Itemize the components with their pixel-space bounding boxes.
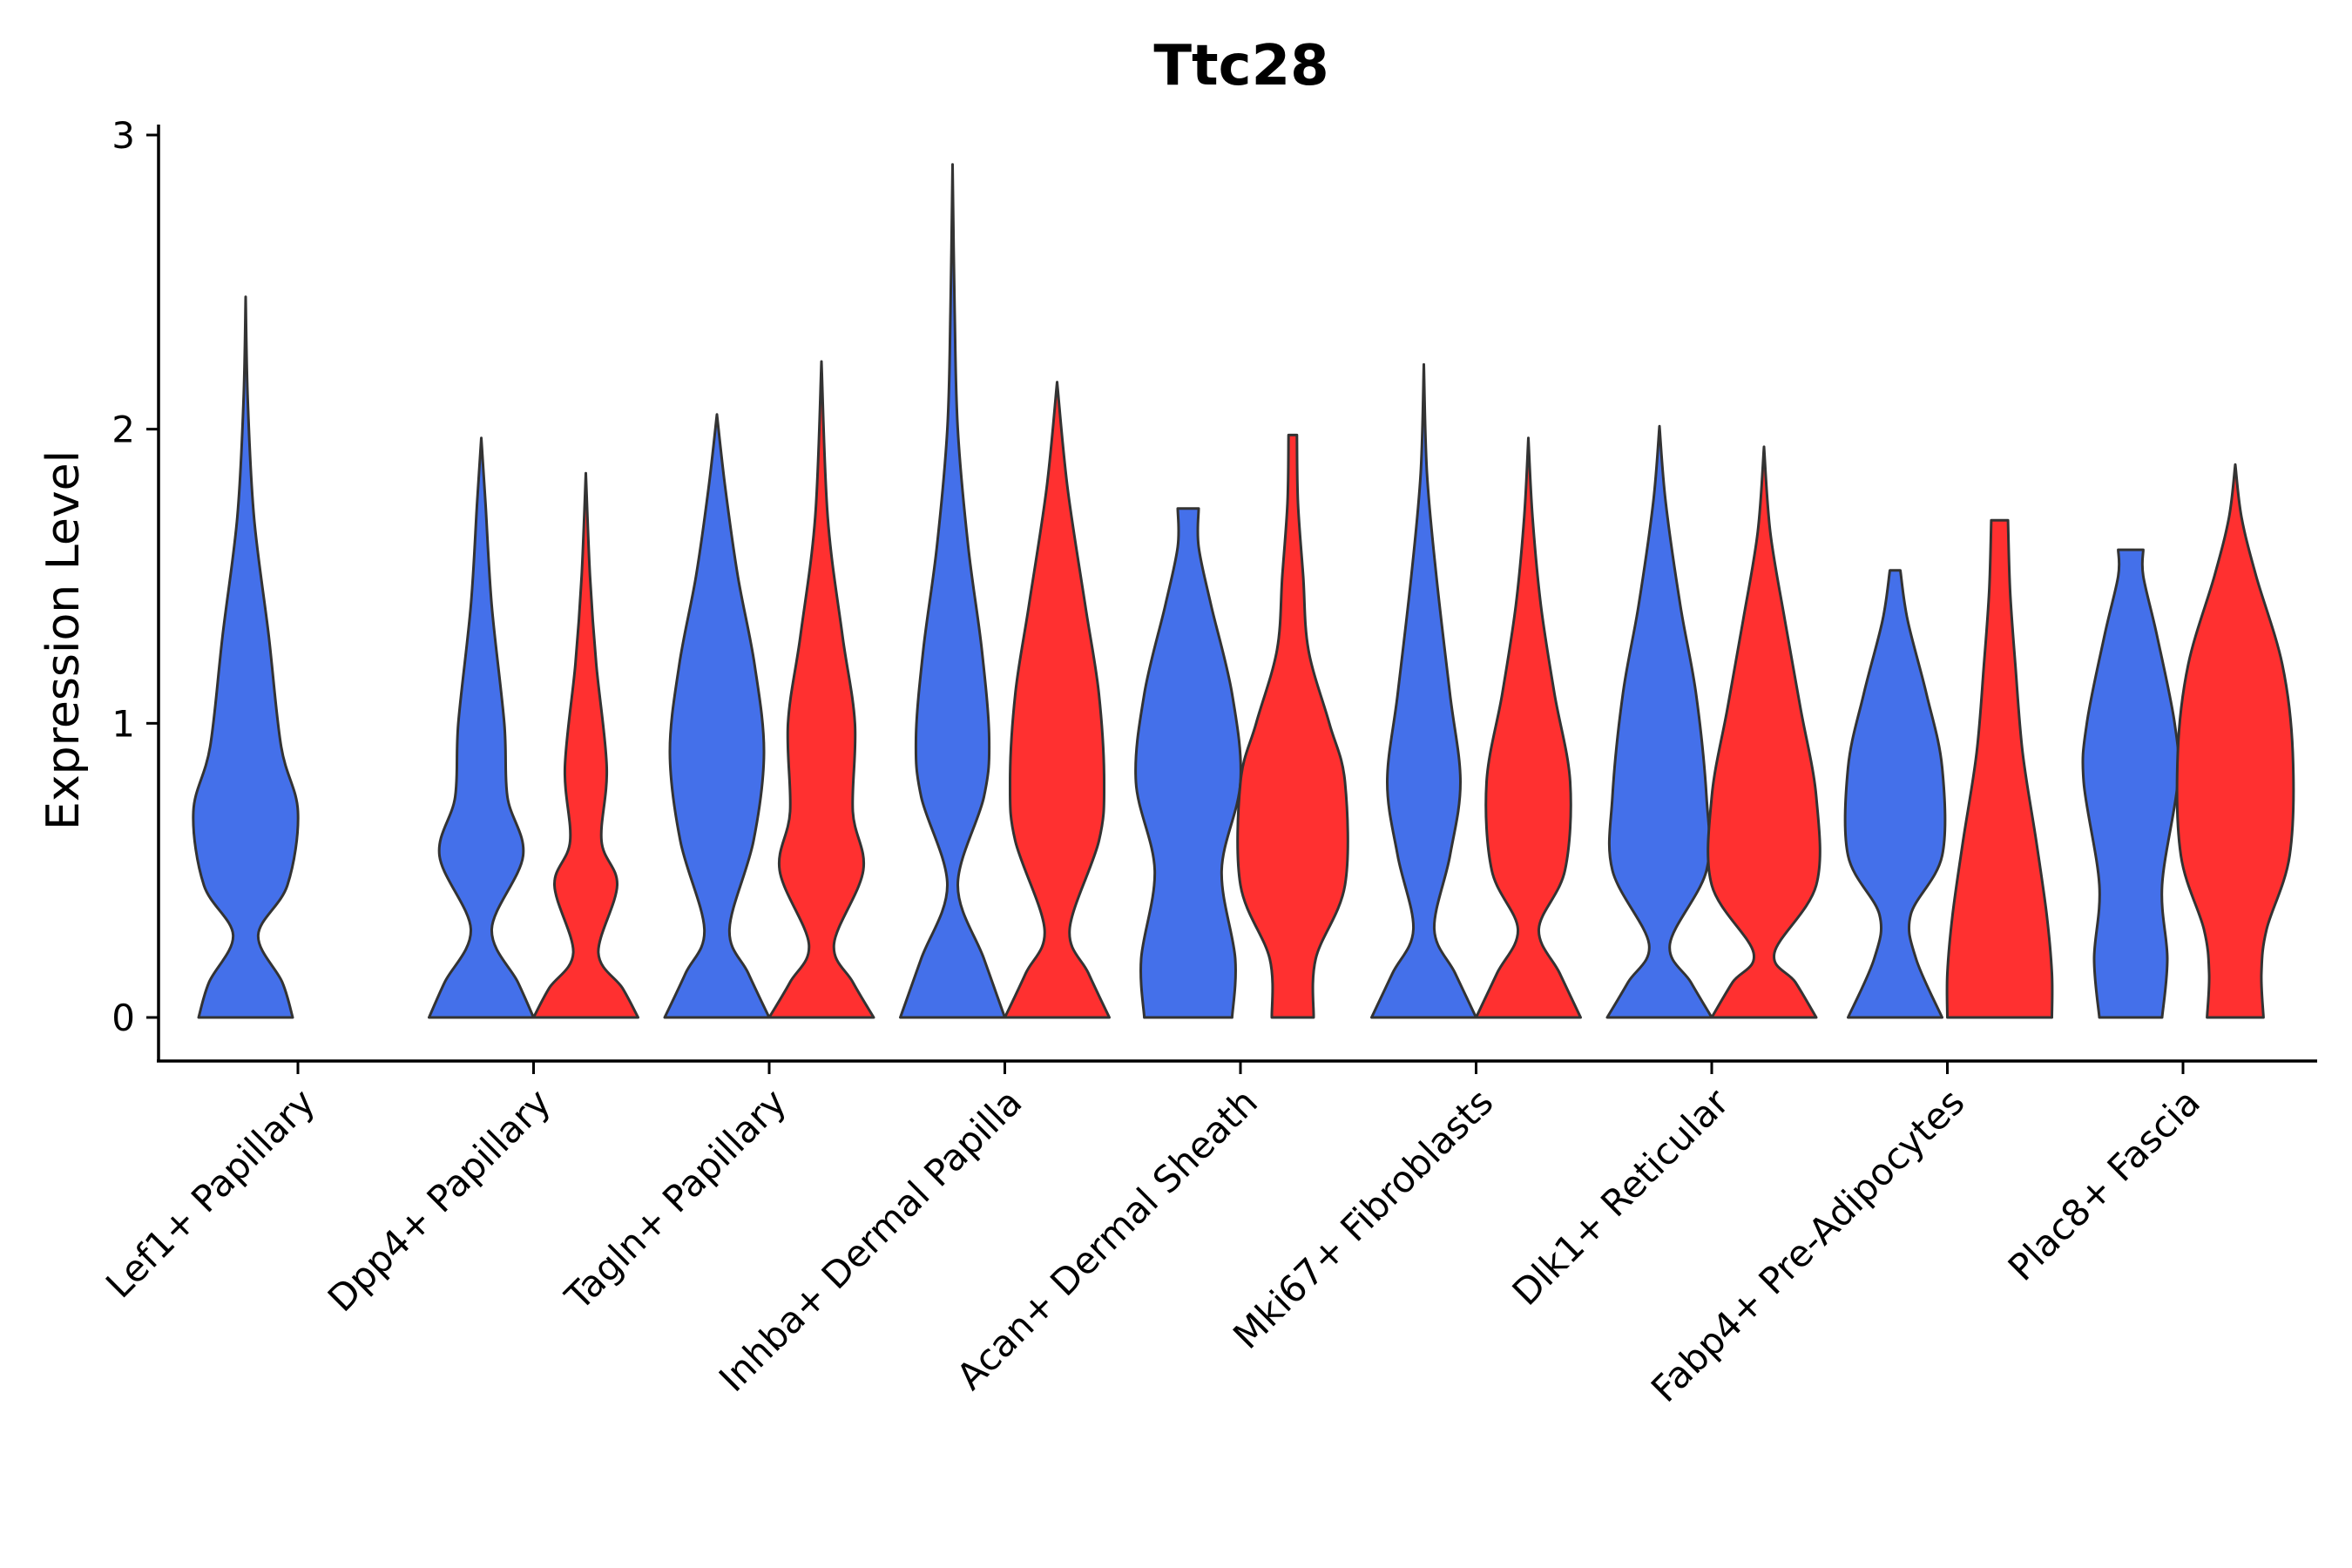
- x-tick-label: Plac8+ Fascia: [2000, 1080, 2208, 1288]
- chart-title: Ttc28: [1153, 34, 1328, 98]
- y-tick-label: 3: [112, 114, 135, 157]
- violin-group-1: [663, 413, 771, 1019]
- violin-group: [192, 163, 2295, 1019]
- violin-group-2: [1004, 381, 1111, 1019]
- violin-group-1: [1134, 507, 1242, 1019]
- violin-group-1: [1605, 424, 1713, 1019]
- y-tick-label: 0: [112, 997, 135, 1039]
- x-tick-label: Tagln+ Papillary: [557, 1080, 794, 1318]
- x-tick-label: Dlk1+ Reticular: [1504, 1080, 1738, 1314]
- violin-group-2: [1236, 433, 1349, 1019]
- violin-group-1: [192, 295, 300, 1019]
- x-tick-label: Mki67+ Fibroblasts: [1225, 1080, 1501, 1356]
- violin-group-1: [899, 163, 1006, 1019]
- x-tick-label: Lef1+ Papillary: [98, 1080, 323, 1306]
- violin-group-2: [1707, 445, 1821, 1019]
- x-tick-label: Dpp4+ Papillary: [320, 1080, 559, 1320]
- y-axis-label: Expression Level: [37, 450, 90, 830]
- violin-group-2: [1475, 436, 1582, 1019]
- violin-group-2: [2175, 463, 2295, 1019]
- violin-group-2: [1945, 518, 2054, 1019]
- y-tick-label: 1: [112, 702, 135, 745]
- violin-group-1: [428, 436, 535, 1019]
- y-axis-ticks: 0 1 2 3: [112, 114, 159, 1039]
- violin-group-1: [1370, 362, 1477, 1019]
- violin-group-1: [1843, 569, 1947, 1019]
- y-tick-label: 2: [112, 409, 135, 451]
- violin-group-2: [532, 471, 639, 1019]
- violin-group-1: [2081, 548, 2180, 1019]
- violin-group-2: [767, 360, 875, 1019]
